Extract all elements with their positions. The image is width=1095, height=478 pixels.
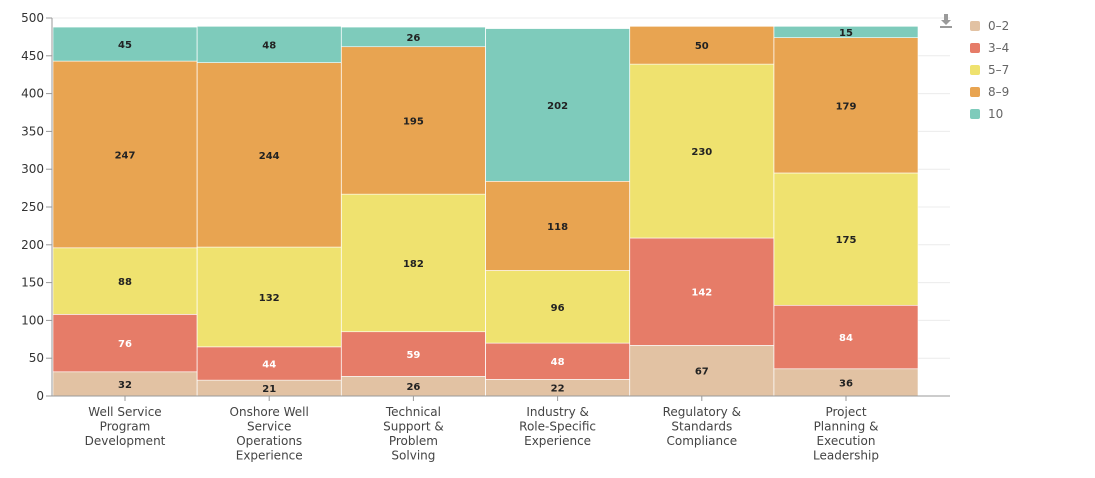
y-tick-label: 500 (21, 11, 44, 25)
data-label: 230 (691, 147, 712, 158)
bar-segment[interactable] (196, 246, 342, 348)
bar-segment[interactable] (773, 37, 919, 174)
bar-segment[interactable] (52, 247, 198, 315)
legend-swatch[interactable] (970, 21, 980, 31)
bar-segment[interactable] (773, 172, 919, 306)
legend-swatch[interactable] (970, 65, 980, 75)
data-label: 32 (118, 380, 132, 391)
data-label: 118 (547, 222, 568, 233)
bars: 32 76 88 247 45 21 44 132 244 48 26 59 182 195 26 22 48 9… (52, 26, 919, 397)
x-tick-label: Onshore Well Service Operations Experience (230, 405, 309, 463)
data-label: 48 (551, 357, 565, 368)
download-icon (940, 14, 952, 28)
y-tick-label: 150 (21, 276, 44, 290)
y-tick-label: 50 (29, 351, 44, 365)
data-label: 48 (262, 40, 276, 51)
data-label: 202 (547, 101, 568, 112)
data-label: 26 (406, 382, 420, 393)
bar-segment[interactable] (196, 346, 342, 381)
x-tick-label: Well Service Program Development (85, 405, 166, 448)
data-label: 142 (691, 288, 712, 299)
y-tick-label: 350 (21, 124, 44, 138)
bar-segment[interactable] (341, 331, 486, 377)
bar-segment[interactable] (629, 237, 775, 346)
bar-segment[interactable] (485, 342, 630, 380)
legend-label[interactable]: 5–7 (988, 63, 1009, 77)
legend-swatch[interactable] (970, 43, 980, 53)
bar-segment[interactable] (773, 304, 919, 370)
bar-segment[interactable] (773, 26, 919, 38)
x-tick-label: Regulatory & Standards Compliance (663, 405, 741, 448)
bar-segment[interactable] (52, 314, 198, 373)
y-tick-label: 200 (21, 238, 44, 252)
bar-segment[interactable] (196, 26, 342, 63)
x-tick-label: Industry & Role-Specific Experience (519, 405, 596, 448)
y-tick-label: 450 (21, 49, 44, 63)
data-label: 84 (839, 333, 853, 344)
bar-segment[interactable] (52, 26, 198, 62)
bar-segment[interactable] (629, 63, 775, 239)
data-label: 50 (695, 41, 709, 52)
legend: 0–2 3–4 5–7 8–9 10 (970, 19, 1009, 121)
data-label: 179 (836, 101, 857, 112)
data-label: 175 (836, 235, 857, 246)
data-label: 195 (403, 116, 424, 127)
bar-segment[interactable] (485, 270, 630, 344)
legend-swatch[interactable] (970, 87, 980, 97)
data-label: 15 (839, 28, 853, 39)
bar-segment[interactable] (773, 368, 919, 397)
y-tick-label: 100 (21, 313, 44, 327)
legend-label[interactable]: 0–2 (988, 19, 1009, 33)
y-tick-label: 250 (21, 200, 44, 214)
data-label: 96 (551, 303, 565, 314)
data-label: 244 (259, 151, 280, 162)
bar-segment[interactable] (485, 28, 630, 182)
bar-segment[interactable] (629, 26, 775, 65)
legend-swatch[interactable] (970, 109, 980, 119)
data-label: 182 (403, 259, 424, 270)
data-label: 67 (695, 367, 709, 378)
data-label: 76 (118, 339, 132, 350)
x-tick-label: Technical Support & Problem Solving (383, 405, 444, 463)
data-label: 59 (406, 350, 420, 361)
legend-label[interactable]: 8–9 (988, 85, 1009, 99)
data-label: 36 (839, 378, 853, 389)
y-tick-label: 300 (21, 162, 44, 176)
legend-label[interactable]: 10 (988, 107, 1003, 121)
data-label: 44 (262, 359, 276, 370)
download-button[interactable] (936, 12, 956, 30)
y-tick-label: 0 (36, 389, 44, 403)
data-label: 22 (551, 384, 565, 395)
x-tick-label: Project Planning & Execution Leadership (813, 405, 879, 463)
data-label: 26 (406, 33, 420, 44)
bar-segment[interactable] (485, 180, 630, 271)
bar-segment[interactable] (341, 193, 486, 333)
data-label: 132 (259, 293, 280, 304)
data-label: 88 (118, 277, 132, 288)
data-label: 45 (118, 40, 132, 51)
y-tick-label: 400 (21, 87, 44, 101)
axes: 0 50 100 150 200 250 300 350 400 450 500 Well Servi… (21, 11, 950, 463)
bar-segment[interactable] (341, 46, 486, 195)
legend-label[interactable]: 3–4 (988, 41, 1009, 55)
data-label: 21 (262, 384, 276, 395)
data-label: 247 (115, 150, 136, 161)
bar-segment[interactable] (52, 60, 198, 249)
